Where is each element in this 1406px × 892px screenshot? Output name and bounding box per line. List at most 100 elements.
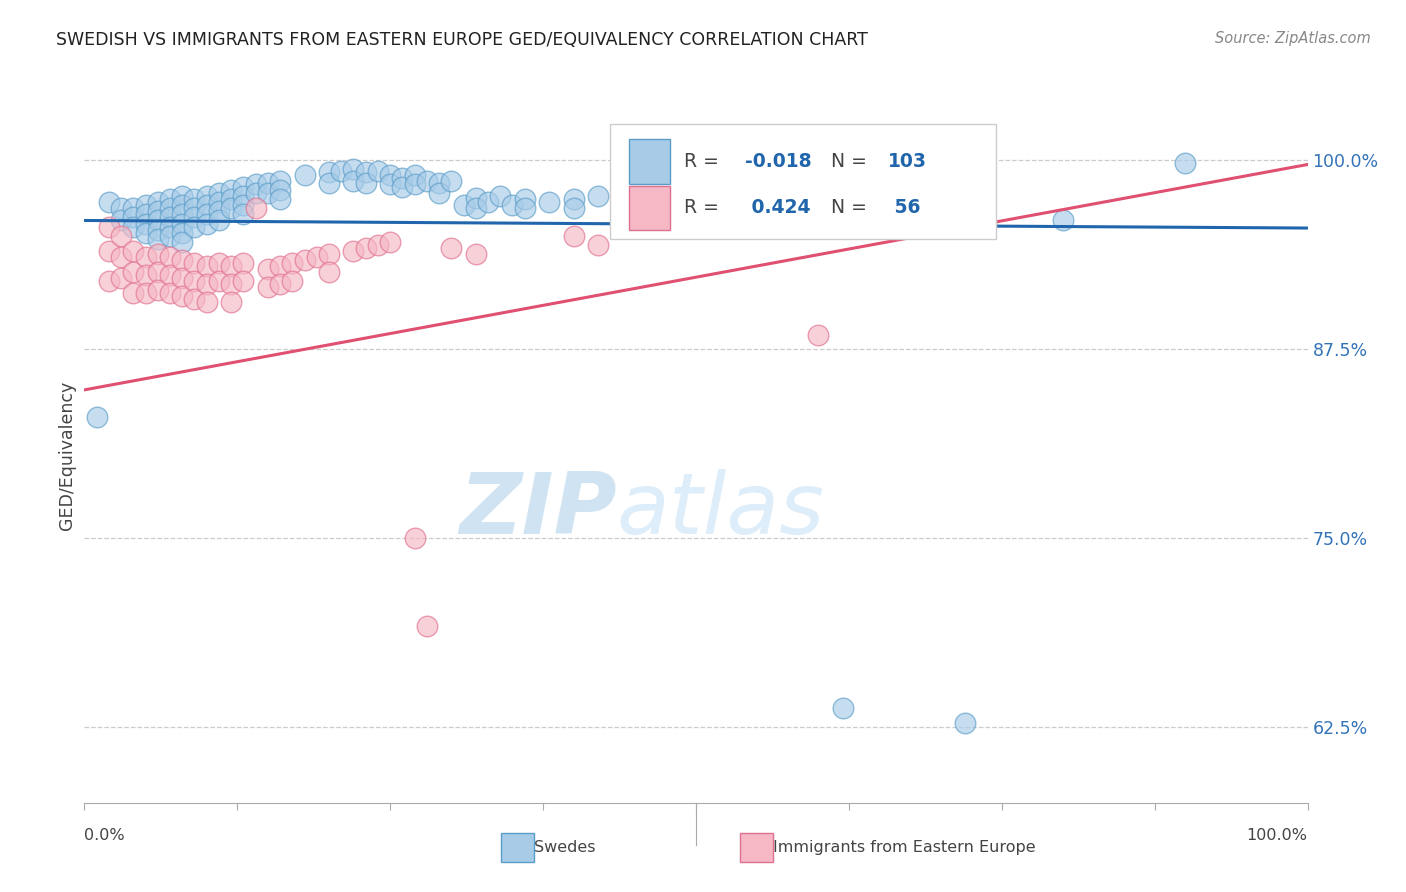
Point: [586, 189, 609, 203]
Point: [135, 250, 157, 264]
Point: [245, 186, 267, 201]
Point: [183, 219, 205, 234]
Point: [159, 286, 181, 301]
Point: [232, 207, 254, 221]
Point: [195, 259, 218, 273]
Point: [281, 274, 304, 288]
Point: [208, 204, 231, 219]
Point: [172, 189, 194, 203]
Point: [135, 217, 157, 231]
Point: [195, 198, 218, 212]
Point: [257, 280, 280, 294]
Point: [135, 268, 157, 282]
Point: [342, 174, 364, 188]
Point: [440, 241, 463, 255]
Point: [477, 195, 499, 210]
Point: [232, 189, 254, 203]
Point: [404, 531, 426, 545]
Point: [305, 250, 328, 264]
Point: [146, 222, 169, 236]
Point: [135, 207, 157, 221]
Point: [159, 228, 181, 243]
Point: [367, 163, 389, 178]
Point: [146, 246, 169, 260]
Point: [783, 207, 806, 221]
Text: R =: R =: [683, 198, 718, 218]
Point: [232, 180, 254, 194]
Point: [342, 162, 364, 177]
Point: [330, 163, 353, 178]
Point: [86, 410, 108, 425]
Point: [489, 189, 512, 203]
Text: R =: R =: [683, 152, 718, 170]
Point: [183, 292, 205, 306]
Text: Swedes: Swedes: [534, 840, 596, 855]
Point: [257, 261, 280, 276]
Point: [269, 174, 291, 188]
Point: [219, 192, 242, 206]
Point: [208, 195, 231, 210]
Point: [269, 192, 291, 206]
Point: [183, 192, 205, 206]
Point: [110, 271, 132, 285]
Point: [122, 244, 145, 258]
Point: [183, 256, 205, 270]
Point: [97, 244, 120, 258]
Point: [122, 202, 145, 216]
Point: [159, 192, 181, 206]
Point: [269, 277, 291, 291]
Point: [807, 198, 830, 212]
Point: [183, 202, 205, 216]
Point: [747, 202, 769, 216]
Point: [122, 265, 145, 279]
Text: 0.0%: 0.0%: [84, 828, 125, 843]
Text: N =: N =: [831, 198, 866, 218]
Point: [380, 168, 402, 182]
Point: [172, 252, 194, 267]
Point: [219, 183, 242, 197]
Point: [159, 219, 181, 234]
Point: [807, 328, 830, 343]
Point: [427, 186, 450, 201]
Point: [562, 192, 585, 206]
Point: [122, 219, 145, 234]
Point: [318, 246, 340, 260]
Point: [380, 177, 402, 191]
Text: ZIP: ZIP: [458, 469, 616, 552]
FancyBboxPatch shape: [628, 186, 671, 230]
Point: [97, 219, 120, 234]
Point: [245, 202, 267, 216]
Point: [183, 211, 205, 225]
Point: [219, 277, 242, 291]
Point: [257, 186, 280, 201]
Point: [404, 168, 426, 182]
Point: [110, 250, 132, 264]
Point: [661, 198, 683, 212]
Point: [709, 204, 731, 219]
Point: [208, 256, 231, 270]
Point: [294, 252, 316, 267]
Point: [281, 256, 304, 270]
Text: 0.424: 0.424: [745, 198, 810, 218]
Point: [122, 286, 145, 301]
Point: [219, 202, 242, 216]
Point: [269, 183, 291, 197]
Point: [208, 274, 231, 288]
Point: [183, 274, 205, 288]
Point: [404, 177, 426, 191]
Point: [453, 198, 475, 212]
FancyBboxPatch shape: [610, 124, 995, 239]
Point: [159, 211, 181, 225]
Point: [122, 211, 145, 225]
Point: [110, 202, 132, 216]
Point: [172, 289, 194, 303]
Point: [146, 283, 169, 297]
Point: [464, 191, 486, 205]
Point: [685, 206, 707, 220]
Point: [172, 207, 194, 221]
Text: SWEDISH VS IMMIGRANTS FROM EASTERN EUROPE GED/EQUIVALENCY CORRELATION CHART: SWEDISH VS IMMIGRANTS FROM EASTERN EUROP…: [56, 31, 868, 49]
Point: [380, 235, 402, 249]
Point: [146, 204, 169, 219]
Text: N =: N =: [831, 152, 866, 170]
Point: [354, 176, 377, 190]
